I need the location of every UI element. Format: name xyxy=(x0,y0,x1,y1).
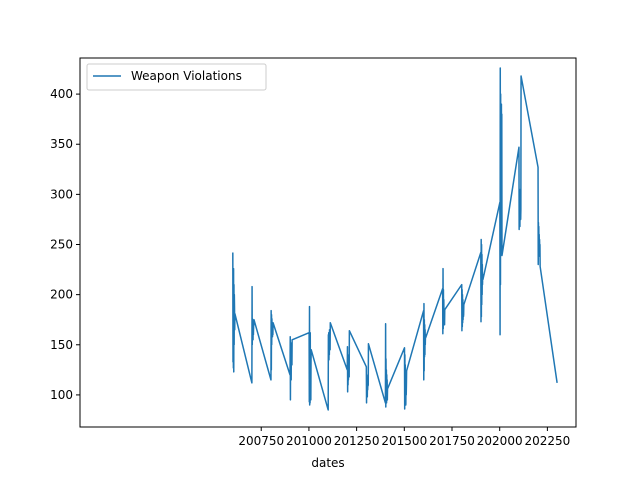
axes-frame xyxy=(79,57,577,428)
legend: Weapon Violations xyxy=(86,63,267,91)
y-tick-label: 100 xyxy=(50,388,73,402)
x-tick-label: 201250 xyxy=(334,434,380,448)
y-tick-label: 350 xyxy=(50,137,73,151)
series-group xyxy=(232,67,558,411)
y-tick-label: 150 xyxy=(50,338,73,352)
x-tick-label: 202000 xyxy=(477,434,523,448)
y-axis: 100 150 200 250 300 350 400 xyxy=(50,87,80,402)
x-tick-label: 200750 xyxy=(238,434,284,448)
series-line-weapon-violations xyxy=(232,67,558,411)
x-axis-title: dates xyxy=(311,456,344,470)
legend-box xyxy=(86,63,267,91)
x-tick-label: 201750 xyxy=(429,434,475,448)
x-tick-label: 202250 xyxy=(524,434,570,448)
x-tick-label: 201000 xyxy=(286,434,332,448)
y-tick-label: 300 xyxy=(50,187,73,201)
legend-label-weapon-violations: Weapon Violations xyxy=(131,69,242,83)
y-tick-label: 400 xyxy=(50,87,73,101)
x-axis: 200750 201000 201250 201500 201750 202000 2022… xyxy=(238,427,570,448)
y-tick-label: 200 xyxy=(50,288,73,302)
y-tick-label: 250 xyxy=(50,238,73,252)
x-tick-label: 201500 xyxy=(381,434,427,448)
